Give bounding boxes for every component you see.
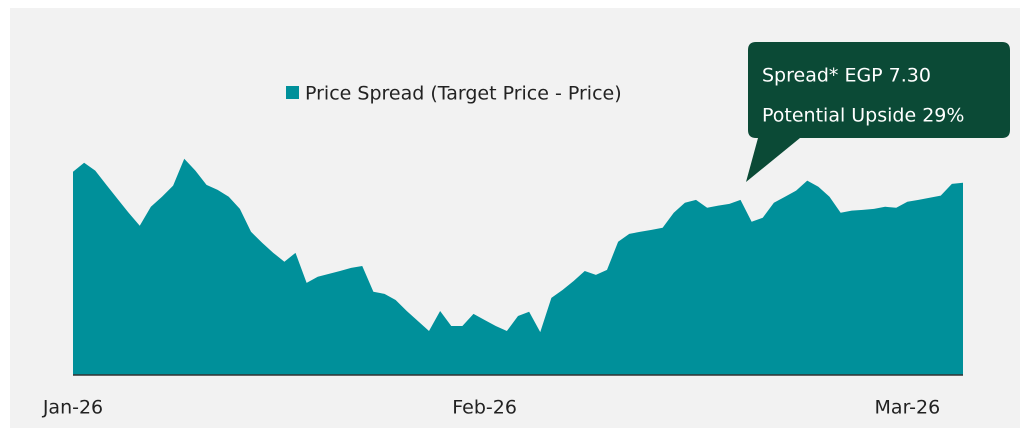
- legend-label: Price Spread (Target Price - Price): [305, 83, 622, 105]
- area: [73, 158, 963, 375]
- x-tick-label: Feb-26: [452, 397, 517, 419]
- legend-swatch: [286, 86, 299, 99]
- x-tick-label: Jan-26: [42, 397, 103, 419]
- callout-text: Potential Upside 29%: [762, 105, 964, 127]
- callout: [746, 42, 1010, 182]
- callout-text: Spread* EGP 7.30: [762, 65, 931, 87]
- x-tick-label: Mar-26: [875, 397, 941, 419]
